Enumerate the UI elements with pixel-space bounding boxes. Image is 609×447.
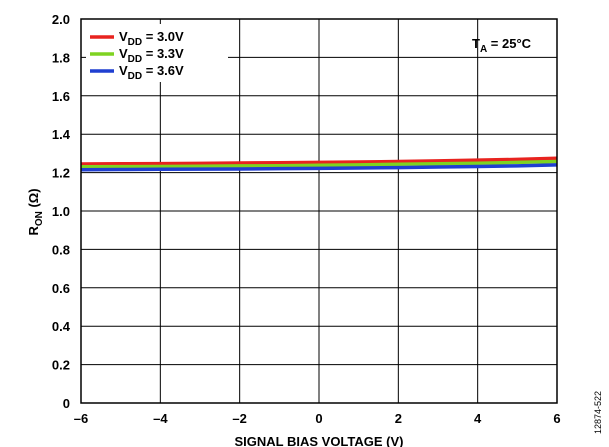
x-axis-title: SIGNAL BIAS VOLTAGE (V) xyxy=(234,434,403,447)
y-tick-label: 2.0 xyxy=(52,12,70,27)
annotation-main: T xyxy=(472,36,480,51)
y-axis-title-unit: (Ω) xyxy=(26,188,41,211)
legend-label-main: V xyxy=(119,46,128,61)
legend-label-rest: = 3.6V xyxy=(142,63,184,78)
y-axis-title-sub: ON xyxy=(34,211,45,226)
legend-label-sub: DD xyxy=(128,37,142,48)
y-tick-label: 0.4 xyxy=(52,319,71,334)
y-tick-label: 0.8 xyxy=(52,242,70,257)
figure-id: 12874-522 xyxy=(593,391,603,434)
legend-label: VDD = 3.6V xyxy=(119,63,184,82)
x-tick-label: 4 xyxy=(474,411,482,426)
legend-label-rest: = 3.3V xyxy=(142,46,184,61)
annotation-sub: A xyxy=(480,44,487,55)
y-axis-title: RON (Ω) xyxy=(26,188,45,235)
x-tick-label: –6 xyxy=(74,411,88,426)
y-tick-labels: 0 0.2 0.4 0.6 0.8 1.0 1.2 1.4 1.6 1.8 2.0 xyxy=(52,12,71,411)
y-tick-label: 0.6 xyxy=(52,281,70,296)
y-tick-label: 1.8 xyxy=(52,50,70,65)
y-tick-label: 0.2 xyxy=(52,358,70,373)
series-line-2 xyxy=(80,159,558,169)
legend-label-sub: DD xyxy=(128,54,142,65)
legend-label-main: V xyxy=(119,63,128,78)
y-tick-label: 1.6 xyxy=(52,89,70,104)
x-tick-labels: –6 –4 –2 0 2 4 6 xyxy=(74,411,561,426)
y-tick-label: 0 xyxy=(63,396,70,411)
legend-label-sub: DD xyxy=(128,71,142,82)
legend-label: VDD = 3.0V xyxy=(119,29,184,48)
y-tick-label: 1.2 xyxy=(52,166,70,181)
series-line-1 xyxy=(80,156,558,166)
plot-frame xyxy=(80,18,558,404)
legend-label-rest: = 3.0V xyxy=(142,29,184,44)
legend-label: VDD = 3.3V xyxy=(119,46,184,65)
y-tick-label: 1.0 xyxy=(52,204,70,219)
annotation-rest: = 25°C xyxy=(487,36,531,51)
x-tick-label: 6 xyxy=(553,411,560,426)
temperature-annotation: TA = 25°C xyxy=(472,36,532,55)
series-lines xyxy=(80,156,558,172)
x-tick-label: –2 xyxy=(232,411,246,426)
series-line-3 xyxy=(80,163,558,172)
legend-label-main: V xyxy=(119,29,128,44)
y-tick-label: 1.4 xyxy=(52,127,71,142)
x-tick-label: 0 xyxy=(315,411,322,426)
y-axis-title-main: R xyxy=(26,226,41,236)
x-tick-label: 2 xyxy=(395,411,402,426)
x-tick-label: –4 xyxy=(153,411,168,426)
